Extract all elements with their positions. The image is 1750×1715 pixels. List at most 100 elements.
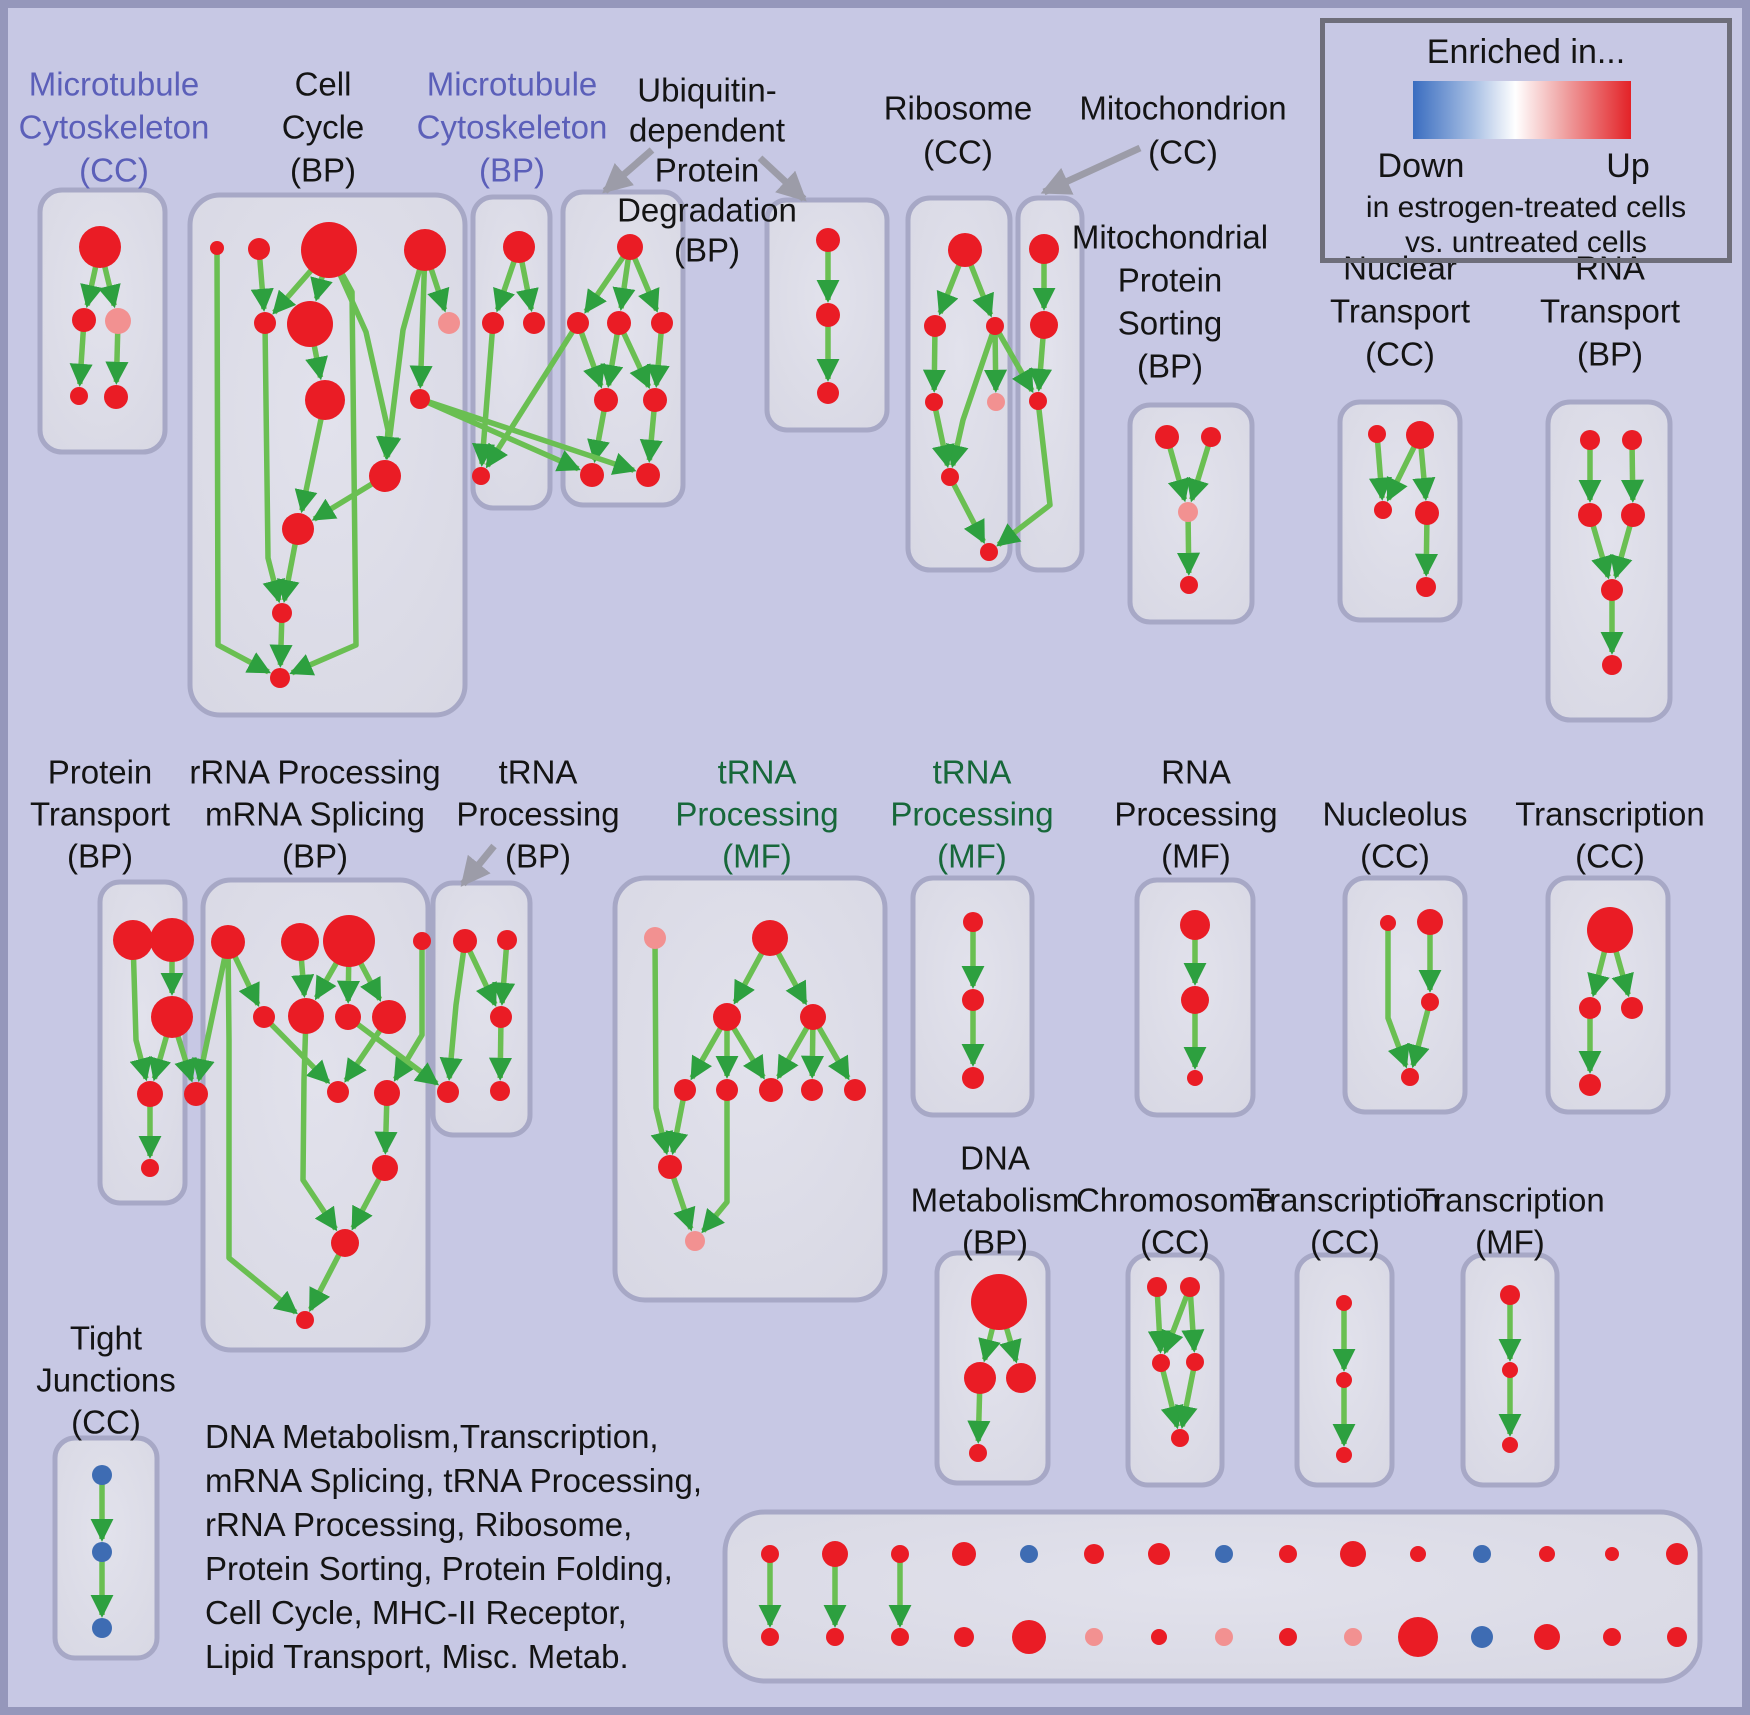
go-node-bottom-misc-t4 [952,1542,976,1566]
label-pointer-arrow [1040,144,1142,196]
cluster-label-protein-transport: (BP) [67,838,133,875]
go-node-rna-transport-b [1602,655,1622,675]
go-node-protein-transport-n3 [151,996,193,1038]
go-node-bottom-misc-b11 [1398,1617,1438,1657]
go-node-rna-processing-mf-n3 [1187,1070,1203,1086]
cluster-box-bottom-misc [722,1509,1703,1684]
go-node-trna-mf-big-ml [713,1003,741,1031]
legend-subtitle-1: in estrogen-treated cells [1365,191,1687,224]
cross-edge [191,941,231,1083]
go-node-mitochondrion-n3 [1029,392,1047,410]
go-node-bottom-misc-t10 [1340,1541,1366,1567]
edge-nucleolus [1407,1001,1433,1069]
cluster-label-trna-bp: Processing [456,796,619,833]
misc-line: Cell Cycle, MHC-II Receptor, [205,1594,627,1631]
go-node-nucleolus-m [1421,993,1439,1011]
cluster-label-dna-metabolism: Metabolism [911,1182,1080,1219]
edge-trna-mf-big [701,1090,730,1234]
edge-nuclear-transport [1368,433,1393,501]
go-node-trna-mf-big-c4 [801,1079,823,1101]
go-node-ribosome-pk [987,393,1005,411]
go-node-nuclear-transport-s [1368,425,1386,443]
go-node-mito-sorting-n2 [1201,427,1221,447]
go-node-ribosome-mc [986,317,1004,335]
go-node-ribosome-t [948,233,982,267]
misc-line: rRNA Processing, Ribosome, [205,1506,633,1543]
go-node-trna-mf-small-n1 [963,912,983,932]
go-node-trna-mf-big-lo [658,1155,682,1179]
go-node-nuclear-transport-ml [1374,501,1392,519]
go-node-tight-junctions-n1 [92,1465,112,1485]
go-node-bottom-misc-t14 [1605,1547,1619,1561]
go-node-microtubule-bp-ml [482,312,504,334]
go-node-dna-metabolism-b [969,1444,987,1462]
go-node-cell-cycle-d [404,229,446,271]
edge-chromosome [1174,1361,1198,1430]
cluster-label-transcription-cc-2: (CC) [1310,1224,1380,1261]
go-node-bottom-misc-t3 [891,1545,909,1563]
go-node-dna-metabolism-mr [1006,1363,1036,1393]
cluster-label-microtubule-cc: Cytoskeleton [19,109,210,146]
go-node-cell-cycle-b [248,238,270,260]
cluster-label-microtubule-bp: Microtubule [427,66,598,103]
edge-microtubule-bp [471,322,496,467]
go-node-bottom-misc-b8 [1215,1628,1233,1646]
cluster-label-microtubule-bp: (BP) [479,152,545,189]
go-node-bottom-misc-t13 [1539,1546,1555,1562]
go-node-transcription-cc-1-b [1579,1074,1601,1096]
cluster-label-rrna: mRNA Splicing [205,796,425,833]
go-node-cell-cycle-h [410,389,430,409]
cluster-label-rna-transport: (BP) [1577,336,1643,373]
go-node-nuclear-transport-big [1406,421,1434,449]
cluster-label-transcription-mf: Transcription [1415,1182,1605,1219]
cross-edge [992,324,1035,394]
legend-subtitle-2: vs. untreated cells [1405,226,1647,259]
go-node-bottom-misc-b9 [1279,1628,1297,1646]
go-node-rrna-r4 [372,1155,398,1181]
go-node-bottom-misc-b12 [1471,1626,1493,1648]
go-node-ubiquitin-a-m2 [607,311,631,335]
go-node-mitochondrion-n1 [1029,234,1059,264]
go-node-chromosome-mr [1186,1353,1204,1371]
go-node-trna-bp-tr [497,930,517,950]
go-node-trna-mf-big-mr [800,1004,826,1030]
go-node-protein-transport-n4 [137,1081,163,1107]
cluster-label-trna-bp: tRNA [499,754,578,791]
go-node-microtubule-cc-ml [72,308,96,332]
go-node-nucleolus-b [1401,1068,1419,1086]
cluster-label-chromosome: Chromosome [1076,1182,1274,1219]
go-node-trna-mf-big-c1 [674,1079,696,1101]
go-node-microtubule-cc-bl [70,387,88,405]
go-node-transcription-cc-2-n2 [1336,1372,1352,1388]
go-node-bottom-misc-b5 [1012,1620,1046,1654]
go-node-nuclear-transport-mr [1415,501,1439,525]
go-node-cell-cycle-p [438,312,460,334]
go-node-rrna-r2a [253,1006,275,1028]
edge-chromosome [1158,1362,1184,1430]
cluster-label-ribosome: (CC) [923,134,993,171]
go-node-microtubule-bp-b [472,467,490,485]
go-node-rna-processing-mf-n1 [1180,910,1210,940]
cluster-label-nuclear-transport: (CC) [1365,336,1435,373]
edge-mito-sorting [1176,511,1201,576]
go-node-nucleolus-s [1380,915,1396,931]
go-node-bottom-misc-b14 [1603,1628,1621,1646]
go-node-bottom-misc-t12 [1473,1545,1491,1563]
go-node-cell-cycle-a [210,241,224,255]
cluster-label-transcription-mf: (MF) [1475,1224,1545,1261]
cluster-label-nuclear-transport: Transport [1330,293,1470,330]
go-node-rrna-t1 [211,925,245,959]
go-node-bottom-misc-t5 [1020,1545,1038,1563]
go-node-microtubule-cc-t [79,226,121,268]
go-node-rna-processing-mf-n2 [1181,986,1209,1014]
cluster-box-nucleolus [1342,875,1468,1115]
go-node-trna-bp-m [490,1006,512,1028]
cluster-label-mito-sorting: Protein [1118,262,1223,299]
go-node-bottom-misc-t2 [822,1541,848,1567]
go-node-rna-transport-tl [1580,430,1600,450]
cluster-label-trna-bp: (BP) [505,838,571,875]
go-node-tight-junctions-n2 [92,1542,112,1562]
